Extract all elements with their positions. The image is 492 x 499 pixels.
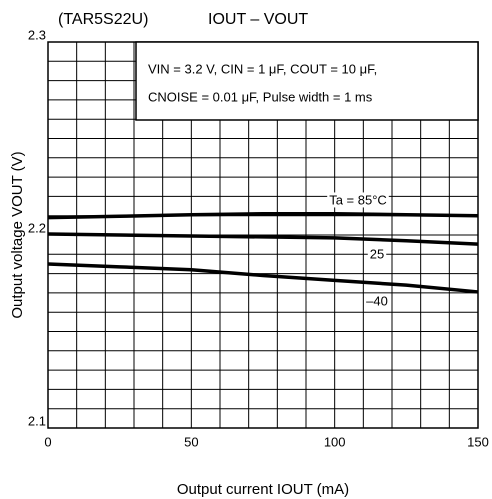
y-tick-label: 2.3	[28, 27, 46, 42]
y-tick-label: 2.2	[28, 220, 46, 235]
series-label: –40	[366, 293, 388, 308]
x-tick-label: 50	[184, 434, 198, 449]
series-line	[47, 262, 479, 294]
x-tick-label: 150	[467, 434, 489, 449]
x-axis-label: Output current IOUT (mA)	[177, 481, 349, 498]
label-bg	[364, 293, 390, 309]
condition-text: CNOISE = 0.01 μF, Pulse width = 1 ms	[148, 89, 373, 104]
chart-title: (TAR5S22U)	[58, 11, 148, 28]
y-axis-label: Output voltage VOUT (V)	[9, 151, 26, 318]
series-line	[47, 232, 479, 246]
x-tick-label: 0	[44, 434, 51, 449]
y-tick-label: 2.1	[28, 413, 46, 428]
condition-box	[135, 41, 479, 121]
x-tick-label: 100	[324, 434, 346, 449]
label-bg	[327, 192, 389, 208]
series-line	[47, 212, 479, 220]
series-label: 25	[370, 246, 384, 261]
condition-text: VIN = 3.2 V, CIN = 1 μF, COUT = 10 μF,	[148, 61, 377, 76]
series-label: Ta = 85°C	[329, 192, 387, 207]
chart-subtitle: IOUT – VOUT	[208, 11, 308, 28]
label-bg	[367, 246, 387, 262]
